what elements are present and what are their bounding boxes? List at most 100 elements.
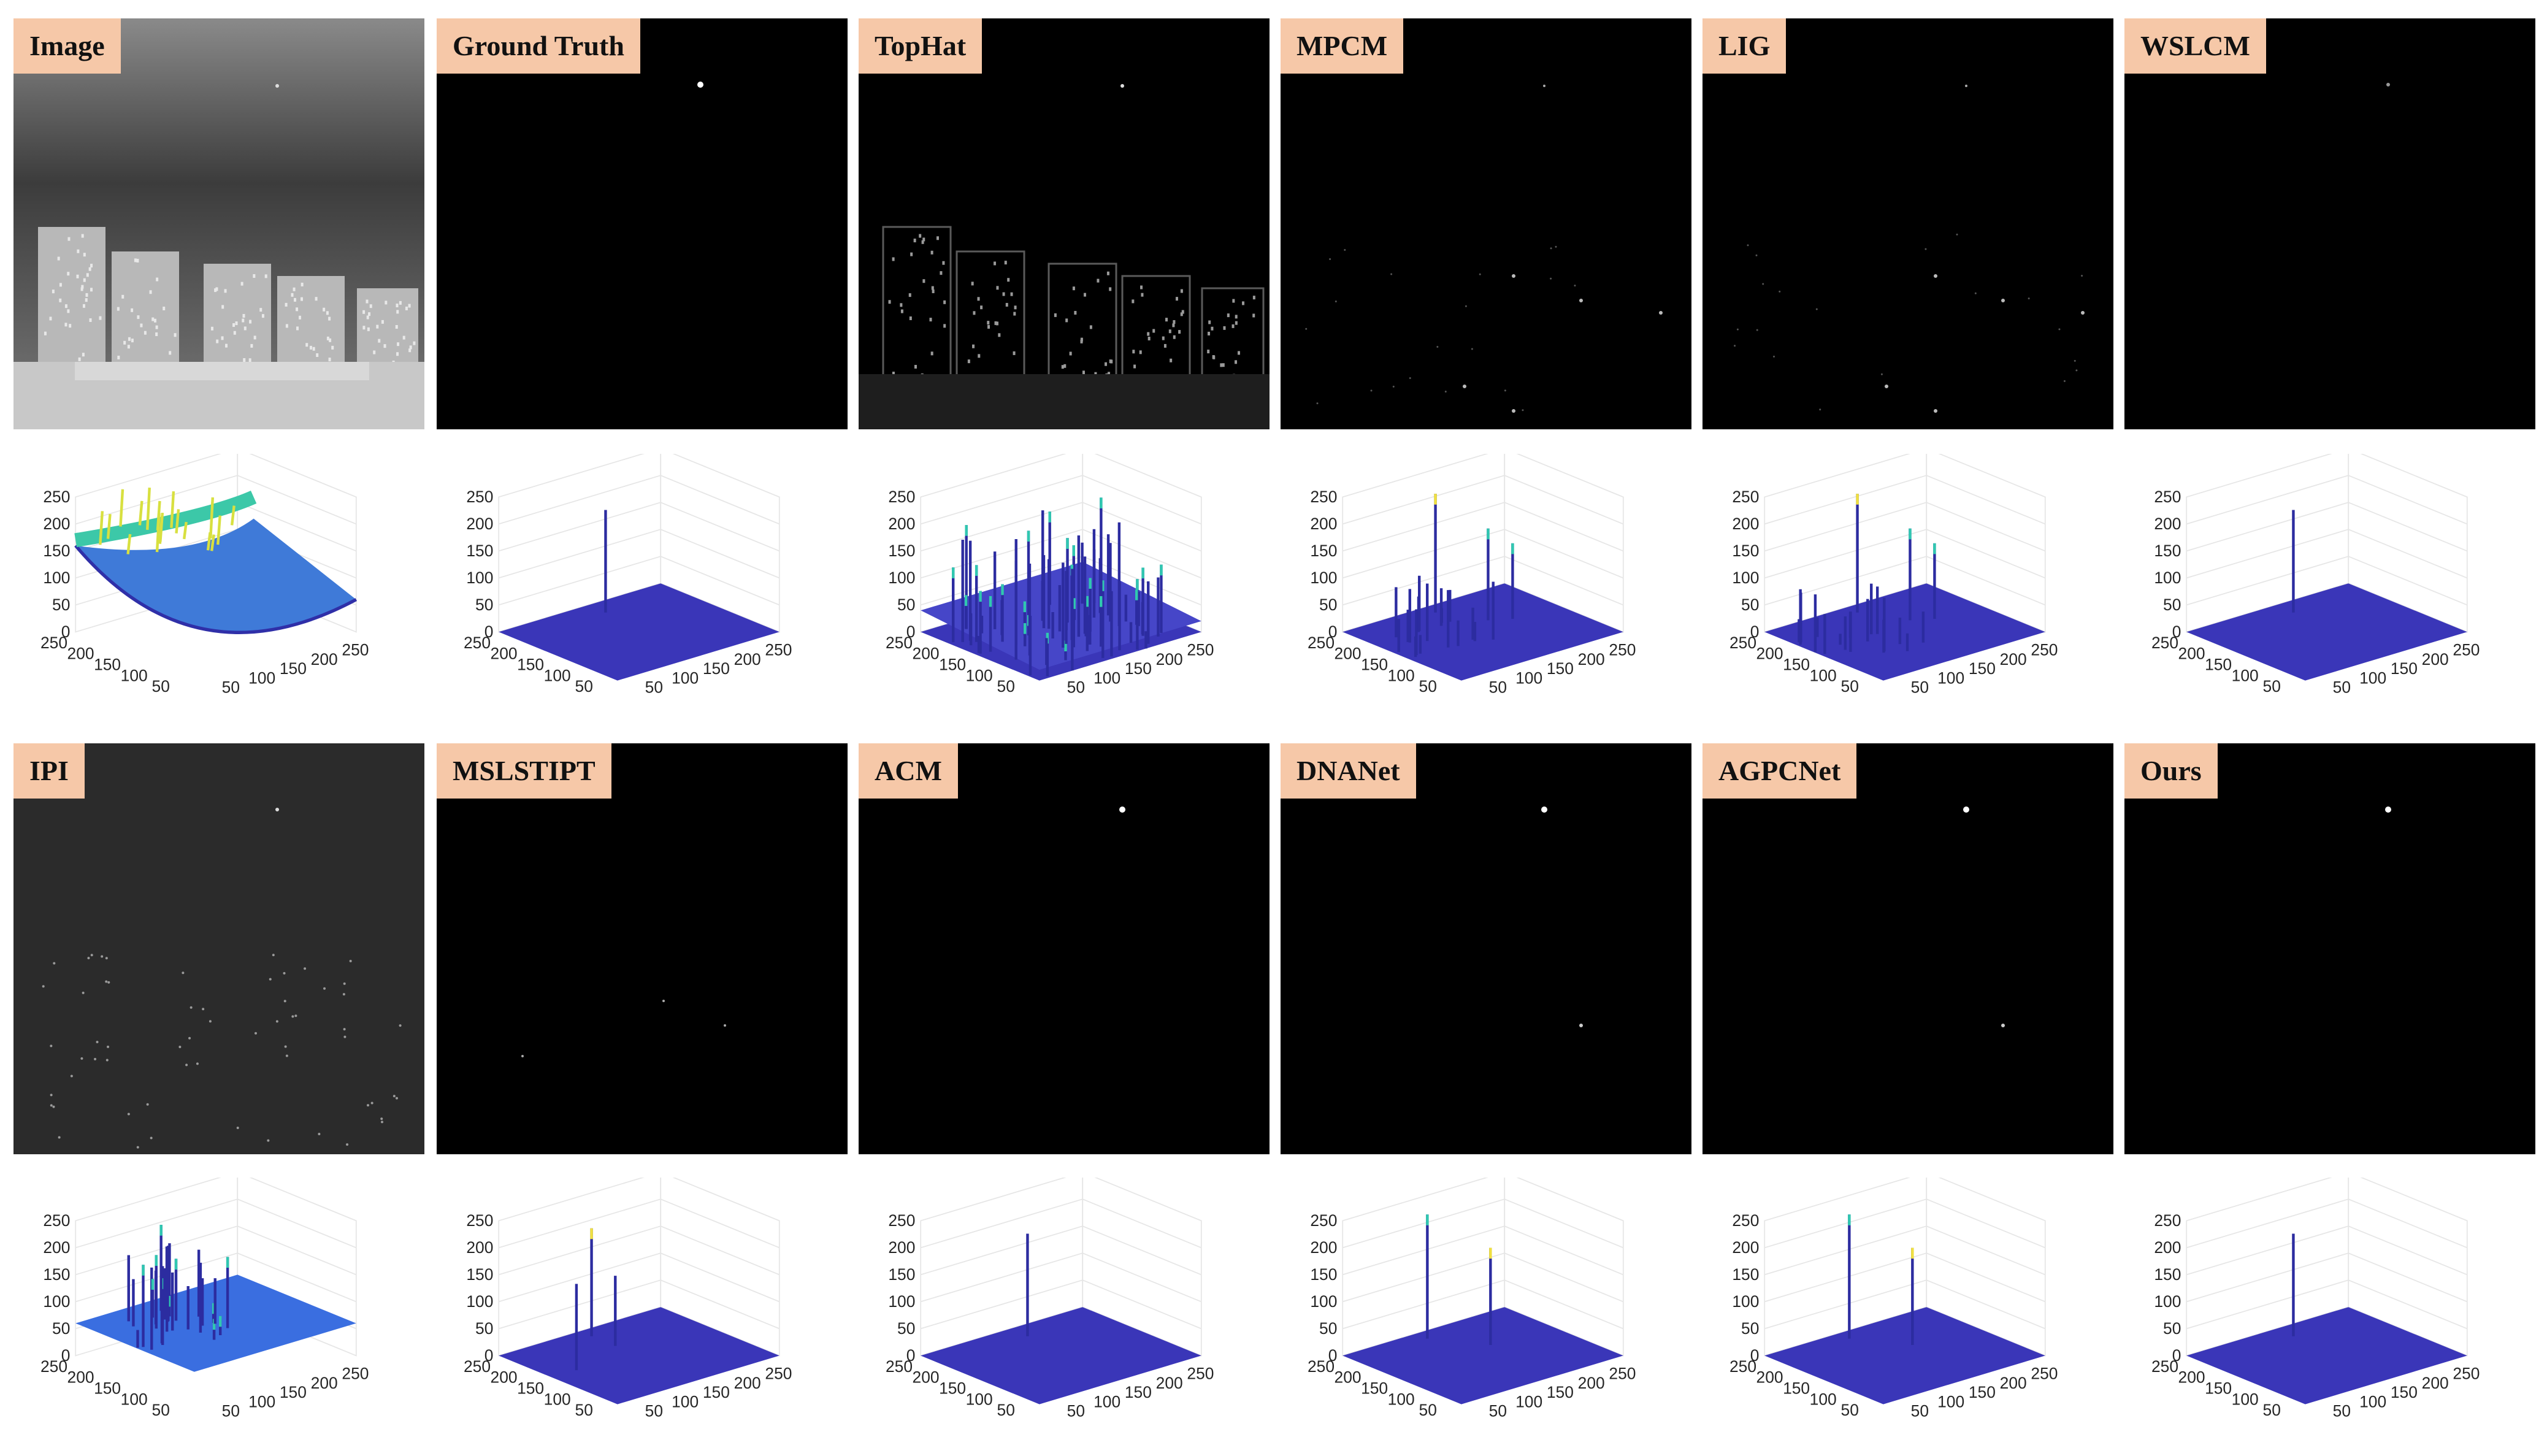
lig-3d-surface-plot: 250 200 150 100 50 0 250 200 150 100 50 50 100 150 200… <box>1696 447 2113 724</box>
z-tick-label: 0 <box>61 1346 71 1365</box>
mpcm-3d-surface-plot: 250 200 150 100 50 0 250 200 150 100 50 50 100 150 200… <box>1274 447 1691 724</box>
y-tick-label: 50 <box>2263 677 2281 695</box>
z-tick-label: 200 <box>1732 1238 1759 1257</box>
z-tick-label: 100 <box>2154 569 2181 587</box>
z-tick-label: 50 <box>2163 1319 2181 1338</box>
x-tick-label: 250 <box>765 1365 792 1383</box>
y-tick-label: 150 <box>94 1379 121 1397</box>
z-tick-label: 200 <box>1310 1238 1337 1257</box>
y-tick-label: 50 <box>997 1401 1015 1419</box>
z-tick-label: 250 <box>466 488 493 506</box>
z-tick-label: 150 <box>2154 542 2181 560</box>
y-tick-label: 50 <box>2263 1401 2281 1419</box>
x-tick-label: 100 <box>248 1392 275 1411</box>
z-tick-label: 50 <box>1741 596 1759 614</box>
y-tick-label: 200 <box>1756 645 1783 663</box>
z-tick-label: 100 <box>43 569 70 587</box>
x-tick-label: 100 <box>2359 669 2386 687</box>
x-tick-label: 50 <box>2333 678 2351 697</box>
z-tick-label: 100 <box>1732 1292 1759 1311</box>
tophat-result-image: TopHat <box>859 18 1270 429</box>
y-tick-label: 50 <box>152 1401 170 1419</box>
x-tick-label: 200 <box>311 1374 338 1392</box>
z-tick-label: 100 <box>1310 1292 1337 1311</box>
y-tick-label: 50 <box>1419 1401 1437 1419</box>
y-tick-label: 100 <box>544 1390 571 1408</box>
x-tick-label: 200 <box>1156 650 1183 669</box>
z-tick-label: 0 <box>1750 623 1760 641</box>
y-tick-label: 150 <box>1361 655 1388 673</box>
x-tick-label: 100 <box>1093 669 1120 687</box>
y-tick-label: 200 <box>1335 645 1362 663</box>
z-tick-label: 200 <box>466 515 493 533</box>
y-tick-label: 150 <box>517 655 544 673</box>
y-tick-label: 50 <box>1841 1401 1859 1419</box>
z-tick-label: 250 <box>466 1211 493 1230</box>
z-tick-label: 100 <box>888 569 915 587</box>
x-tick-label: 150 <box>1125 1383 1152 1401</box>
x-tick-label: 200 <box>1156 1374 1183 1392</box>
x-tick-label: 50 <box>645 1402 663 1420</box>
ours-label: Ours <box>2124 743 2218 799</box>
y-tick-label: 200 <box>491 1368 518 1387</box>
y-tick-label: 200 <box>1756 1368 1783 1387</box>
x-tick-label: 100 <box>248 669 275 687</box>
mslstipt-3d-surface-plot: 250 200 150 100 50 0 250 200 150 100 50 50 100 150 200… <box>431 1171 848 1447</box>
y-tick-label: 200 <box>491 645 518 663</box>
y-tick-label: 150 <box>939 655 966 673</box>
ground-truth-label: Ground Truth <box>437 18 640 74</box>
z-tick-label: 200 <box>43 515 70 533</box>
x-tick-label: 150 <box>280 659 307 678</box>
x-tick-label: 100 <box>1093 1392 1120 1411</box>
x-tick-label: 50 <box>222 1402 240 1420</box>
y-tick-label: 100 <box>2232 1390 2259 1408</box>
y-tick-label: 150 <box>2205 1379 2232 1397</box>
dnanet-3d-surface-plot: 250 200 150 100 50 0 250 200 150 100 50 50 100 150 200… <box>1274 1171 1691 1447</box>
y-tick-label: 250 <box>2151 1357 2178 1376</box>
z-tick-label: 100 <box>1732 569 1759 587</box>
dnanet-label: DNANet <box>1281 743 1416 799</box>
x-tick-label: 200 <box>311 650 338 669</box>
z-tick-label: 250 <box>1732 488 1759 506</box>
y-tick-label: 50 <box>152 677 170 695</box>
y-tick-label: 100 <box>121 1390 148 1408</box>
y-tick-label: 50 <box>997 677 1015 695</box>
x-tick-label: 150 <box>1547 659 1574 678</box>
x-tick-label: 100 <box>1515 669 1542 687</box>
z-tick-label: 250 <box>888 488 915 506</box>
x-tick-label: 100 <box>672 669 699 687</box>
x-tick-label: 250 <box>1609 641 1636 659</box>
x-tick-label: 200 <box>2422 1374 2449 1392</box>
y-tick-label: 50 <box>575 1401 593 1419</box>
x-tick-label: 100 <box>1937 669 1964 687</box>
y-tick-label: 150 <box>939 1379 966 1397</box>
y-tick-label: 200 <box>913 1368 940 1387</box>
x-tick-label: 250 <box>342 641 369 659</box>
y-tick-label: 200 <box>67 1368 94 1387</box>
z-tick-label: 150 <box>1732 1265 1759 1284</box>
x-tick-label: 250 <box>1609 1365 1636 1383</box>
y-tick-label: 250 <box>40 1357 67 1376</box>
y-tick-label: 100 <box>2232 666 2259 684</box>
y-tick-label: 250 <box>40 634 67 652</box>
ipi-result-image: IPI <box>13 743 424 1154</box>
z-tick-label: 100 <box>43 1292 70 1311</box>
x-tick-label: 250 <box>1187 641 1214 659</box>
x-tick-label: 50 <box>1911 678 1929 697</box>
z-tick-label: 50 <box>475 596 493 614</box>
z-tick-label: 0 <box>906 1346 916 1365</box>
y-tick-label: 150 <box>1361 1379 1388 1397</box>
agpcnet-3d-surface-plot: 250 200 150 100 50 0 250 200 150 100 50 50 100 150 200… <box>1696 1171 2113 1447</box>
z-tick-label: 150 <box>1732 542 1759 560</box>
x-tick-label: 250 <box>1187 1365 1214 1383</box>
x-tick-label: 50 <box>1489 1402 1507 1420</box>
y-tick-label: 50 <box>1841 677 1859 695</box>
y-tick-label: 100 <box>966 666 993 684</box>
dnanet-result-image: DNANet <box>1281 743 1691 1154</box>
y-tick-label: 150 <box>94 655 121 673</box>
x-tick-label: 250 <box>342 1365 369 1383</box>
z-tick-label: 250 <box>2154 488 2181 506</box>
x-tick-label: 250 <box>2453 1365 2480 1383</box>
z-tick-label: 250 <box>1310 1211 1337 1230</box>
agpcnet-label: AGPCNet <box>1702 743 1857 799</box>
